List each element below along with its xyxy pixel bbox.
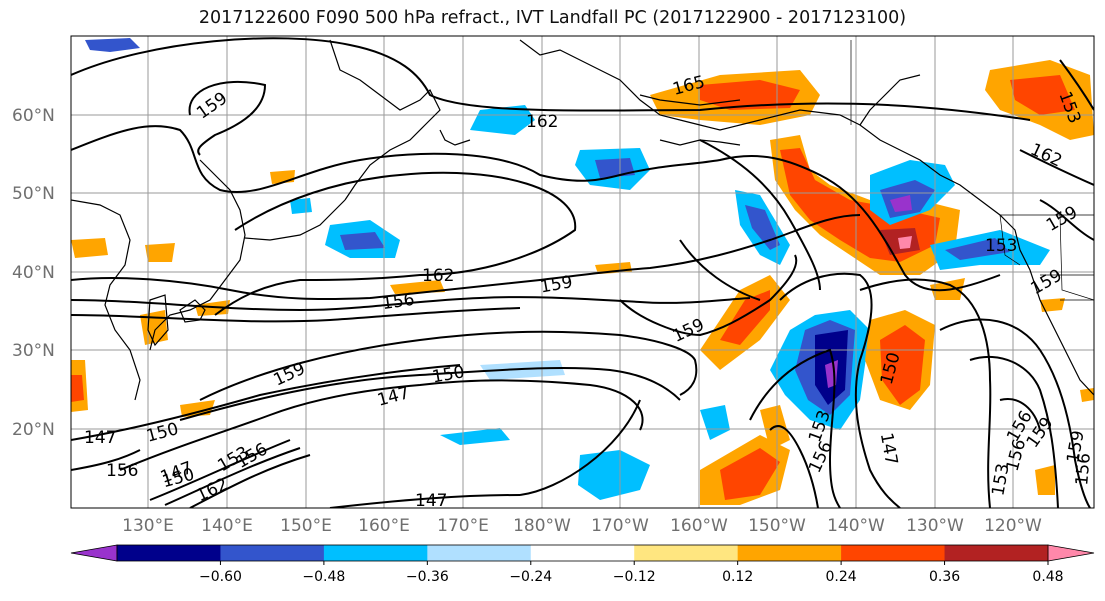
lon-label: 170°E (437, 516, 489, 536)
contour-label: 156 (1072, 452, 1095, 486)
colorbar-segment (841, 545, 946, 561)
contour-label: 156 (106, 461, 138, 481)
colorbar-tick-label: −0.60 (199, 569, 242, 585)
map-title: 2017122600 F090 500 hPa refract., IVT La… (198, 8, 907, 28)
lat-label: 40°N (12, 263, 55, 283)
colorbar-extend-min (70, 544, 118, 562)
lon-label: 140°E (201, 516, 253, 536)
latitude-labels: 60°N 50°N 40°N 30°N 20°N (12, 106, 55, 440)
lon-label: 130°W (906, 516, 964, 536)
lon-label: 140°W (827, 516, 885, 536)
lat-label: 30°N (12, 341, 55, 361)
lon-label: 150°W (748, 516, 806, 536)
contour-label: 162 (526, 112, 558, 132)
lon-label: 120°W (984, 516, 1042, 536)
colorbar-segment (427, 545, 532, 561)
lon-label: 160°W (670, 516, 728, 536)
map-border (70, 35, 1095, 509)
lon-label: 150°E (280, 516, 332, 536)
lon-label: 130°E (122, 516, 174, 536)
colorbar-tick-label: 0.36 (929, 569, 960, 585)
colorbar-segment (220, 545, 325, 561)
lat-label: 50°N (12, 184, 55, 204)
colorbar-tick-label: 0.12 (722, 569, 753, 585)
colorbar-extend-max (1047, 544, 1095, 562)
colorbar-segment (634, 545, 739, 561)
contour-labels: 159 165 162 162 159 153 162 159 156 159 … (84, 72, 1095, 511)
borders (850, 40, 1094, 301)
contour-label: 147 (415, 491, 447, 511)
lon-label: 160°E (358, 516, 410, 536)
lat-label: 20°N (12, 420, 55, 440)
colorbar-tick-label: 0.24 (826, 569, 857, 585)
colorbar-outline (116, 544, 1049, 562)
contour-label: 162 (422, 266, 454, 286)
longitude-labels: 130°E 140°E 150°E 160°E 170°E 180°W 170°… (122, 516, 1042, 536)
colorbar-segment (323, 545, 428, 561)
colorbar: −0.60 −0.48 −0.36 −0.24 −0.12 0.12 0.24 0.36 0.4… (70, 544, 1095, 585)
contour-label: 147 (84, 428, 116, 448)
height-contours (71, 37, 1094, 508)
lat-label: 60°N (12, 106, 55, 126)
colorbar-tick-label: −0.36 (406, 569, 449, 585)
colorbar-segment (117, 545, 221, 561)
lon-label: 170°W (591, 516, 649, 536)
colorbar-tick-label: 0.48 (1032, 569, 1063, 585)
colorbar-segment (944, 545, 1049, 561)
colorbar-tick-label: −0.24 (509, 569, 552, 585)
contour-label: 153 (985, 236, 1017, 256)
colorbar-tick-label: −0.12 (613, 569, 656, 585)
colorbar-segment (530, 545, 635, 561)
colorbar-tick-label: −0.48 (302, 569, 345, 585)
contour-label: 156 (381, 290, 416, 314)
lon-label: 180°W (513, 516, 571, 536)
colorbar-segment (737, 545, 842, 561)
